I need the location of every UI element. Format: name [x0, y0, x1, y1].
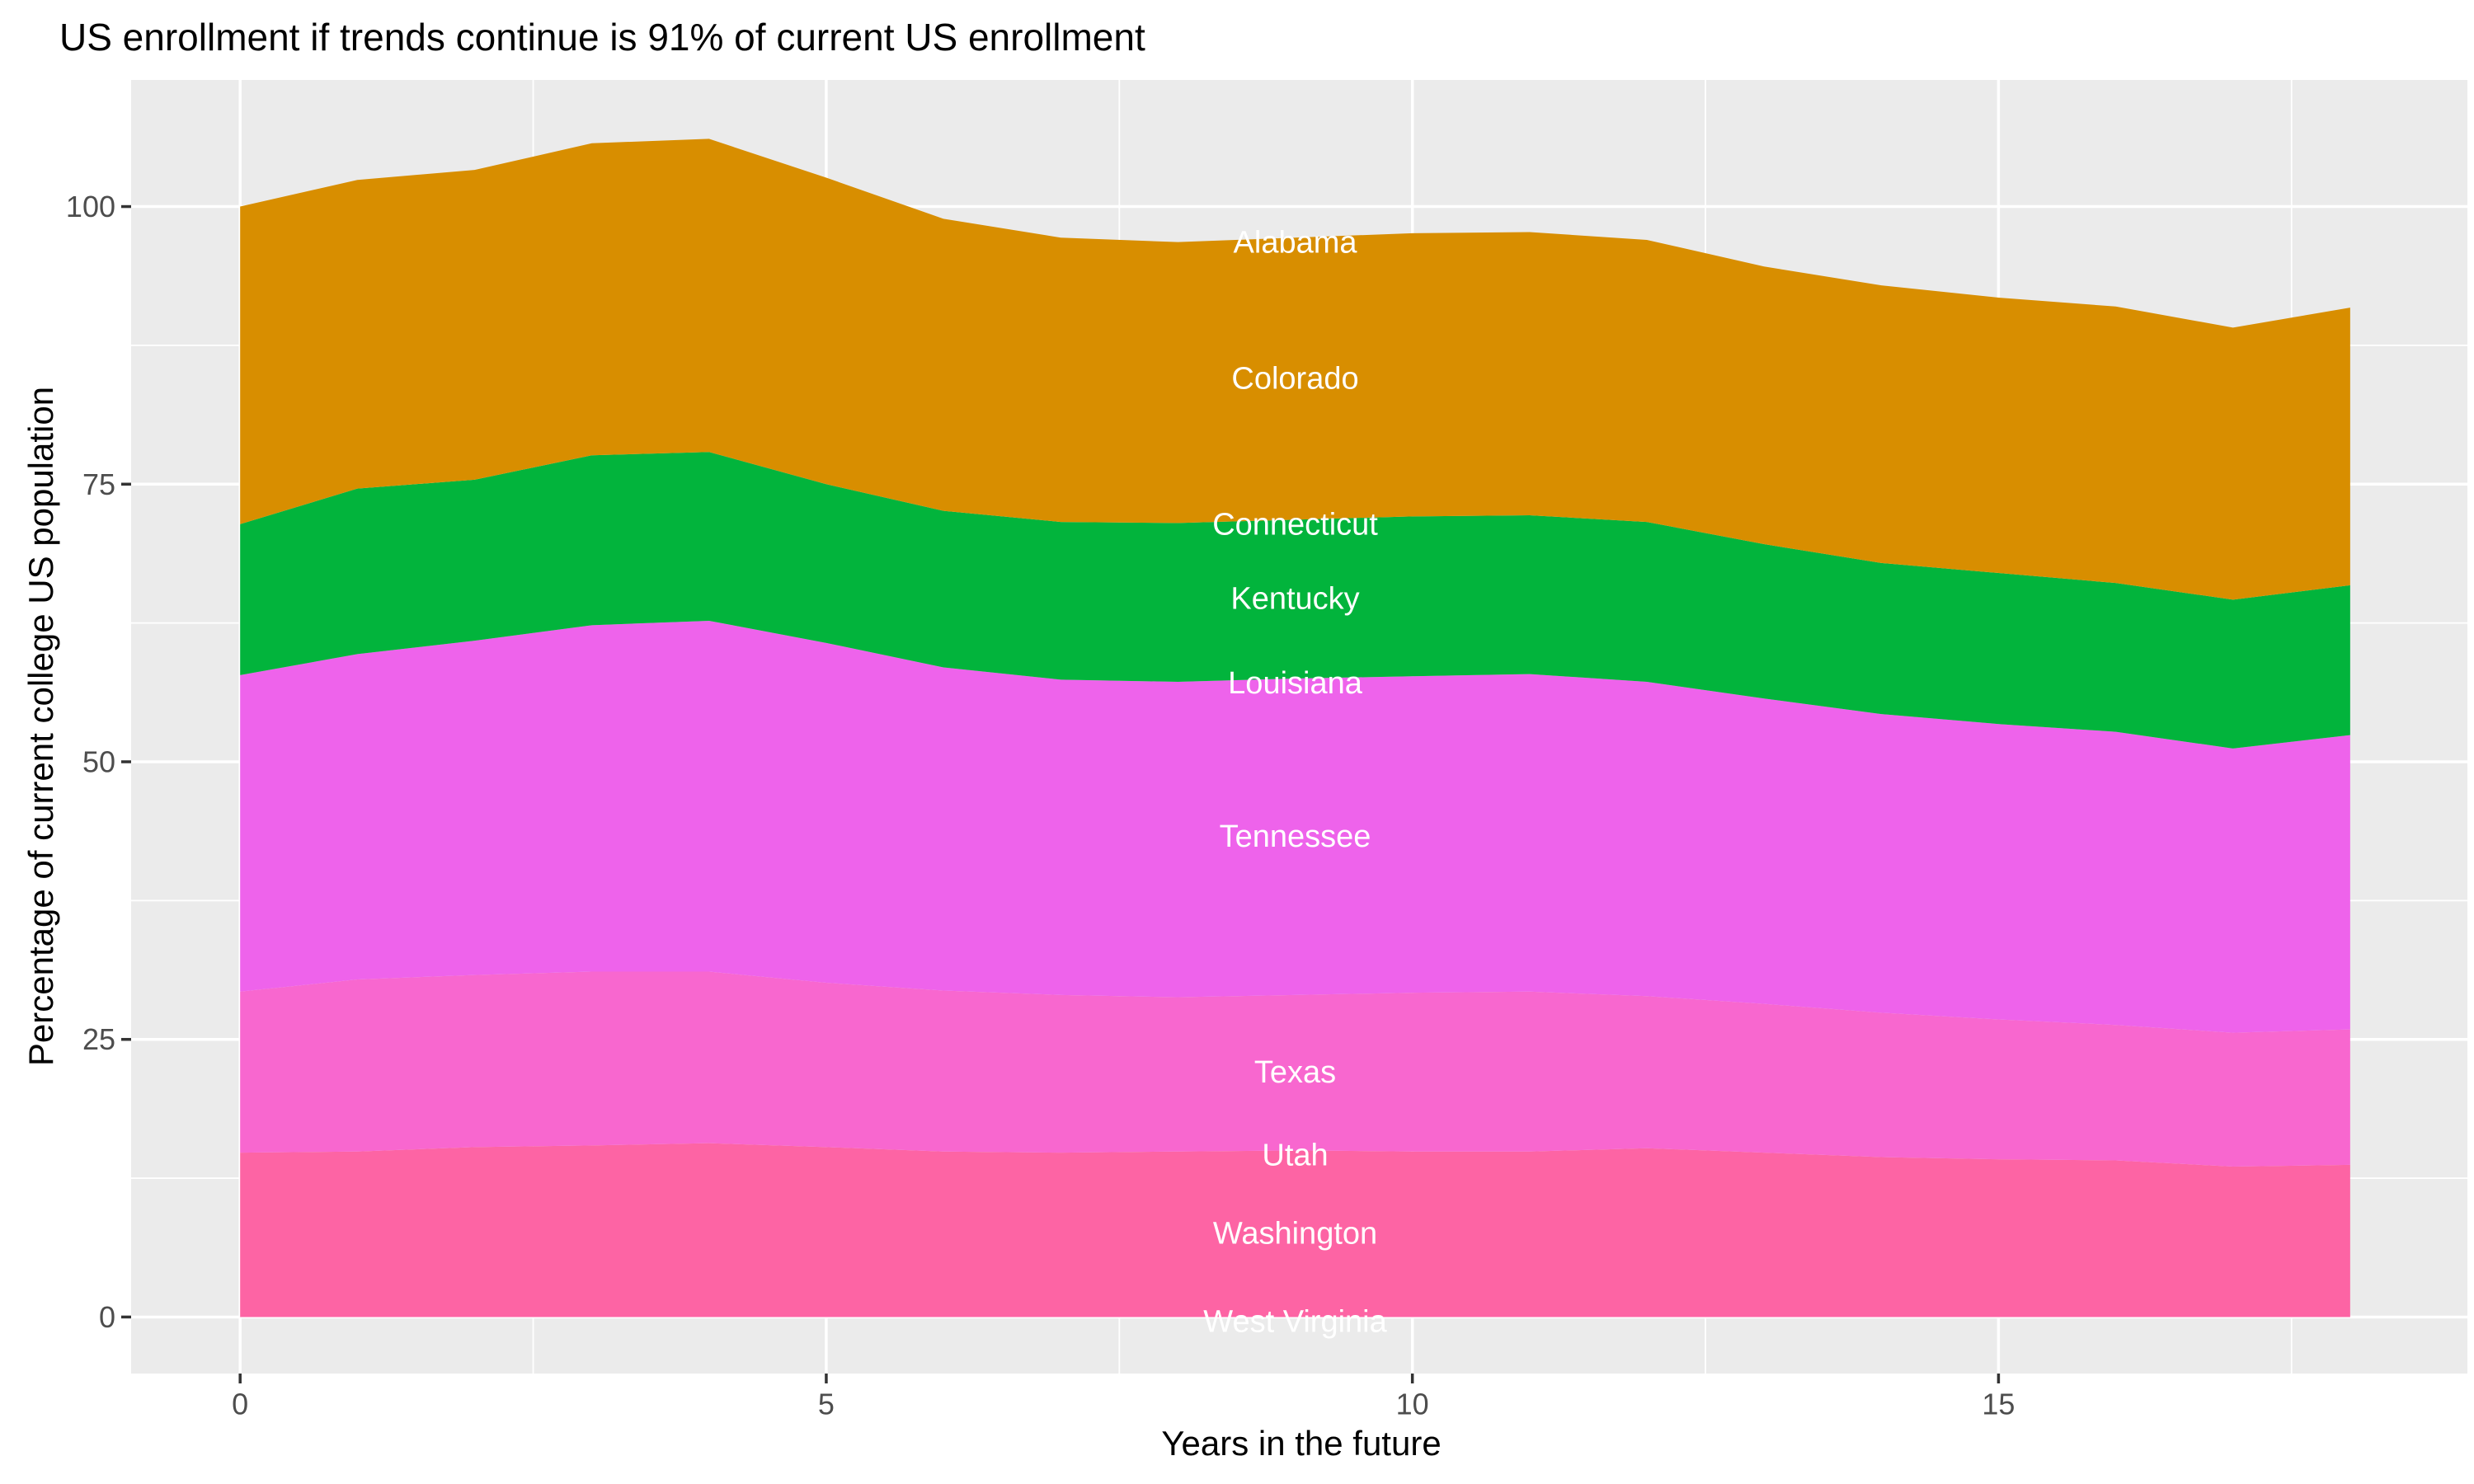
area-washington: [240, 1143, 2350, 1317]
axis-tick-labels: 0 5 10 15 0 25 50 75 100: [66, 190, 2015, 1421]
area-kentucky: [240, 452, 2350, 749]
state-label-utah: Utah: [1262, 1138, 1328, 1172]
state-label-louisiana: Louisiana: [1228, 666, 1363, 701]
state-label-colorado: Colorado: [1231, 361, 1358, 396]
area-texas: [240, 971, 2350, 1167]
y-axis-title: Percentage of current college US populat…: [21, 386, 60, 1067]
x-axis-title: Years in the future: [1161, 1424, 1442, 1463]
state-label-connecticut: Connecticut: [1212, 507, 1378, 542]
x-tick-label: 0: [232, 1388, 248, 1421]
state-label-tennessee: Tennessee: [1220, 819, 1371, 854]
area-colorado: [240, 139, 2350, 600]
state-label-washington: Washington: [1213, 1216, 1377, 1251]
y-tick-label: 100: [66, 190, 115, 223]
area-tennessee: [240, 620, 2350, 1033]
y-tick-label: 0: [99, 1300, 115, 1334]
axis-tick-marks: [121, 204, 2001, 1383]
stacked-areas: [240, 139, 2350, 1317]
chart-title: US enrollment if trends continue is 91% …: [59, 16, 1145, 59]
state-label-alabama: Alabama: [1234, 225, 1358, 260]
x-tick-label: 5: [818, 1388, 835, 1421]
state-label-texas: Texas: [1254, 1055, 1336, 1090]
state-label-west-virginia: West Virginia: [1203, 1304, 1387, 1339]
state-label-kentucky: Kentucky: [1230, 582, 1359, 617]
y-tick-label: 75: [82, 467, 115, 501]
x-tick-label: 15: [1982, 1388, 2015, 1421]
y-tick-label: 25: [82, 1022, 115, 1056]
x-tick-label: 10: [1396, 1388, 1429, 1421]
y-tick-label: 50: [82, 744, 115, 778]
state-labels: West Virginia Washington Utah Texas Tennesse…: [1203, 225, 1387, 1339]
